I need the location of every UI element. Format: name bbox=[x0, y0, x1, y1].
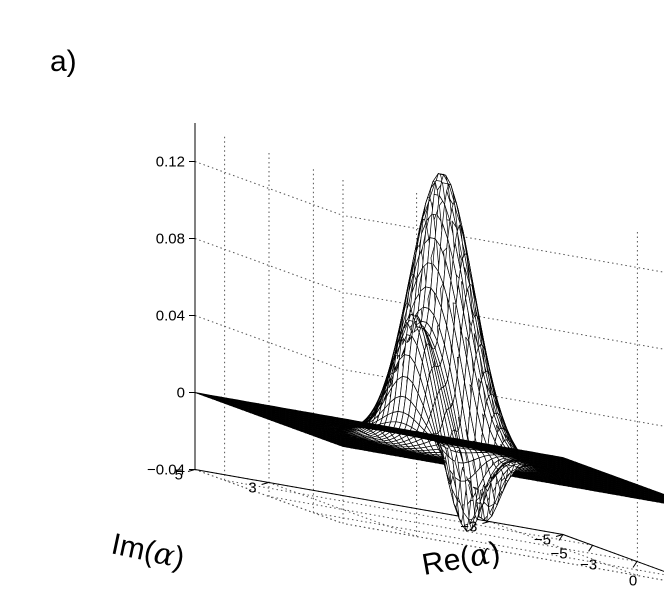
im-tick-label: 3 bbox=[248, 480, 256, 497]
grid-line bbox=[342, 215, 664, 273]
grid-line bbox=[194, 469, 344, 524]
re-axis-label: Re(α) bbox=[419, 535, 502, 583]
grid-line bbox=[342, 523, 664, 581]
grid-line bbox=[194, 238, 344, 293]
grid-line bbox=[342, 523, 664, 581]
re-tick-label: −5 bbox=[550, 546, 567, 563]
re-tick-label: 0 bbox=[629, 573, 637, 590]
grid-line bbox=[313, 512, 664, 576]
grid-line bbox=[194, 315, 344, 370]
grid-line bbox=[194, 161, 344, 216]
im-tick-mark bbox=[261, 482, 269, 485]
z-tick-label: 0.04 bbox=[156, 308, 185, 325]
z-tick-label: 0.12 bbox=[156, 154, 185, 171]
grid-line bbox=[268, 496, 638, 562]
grid-line bbox=[489, 521, 638, 576]
im-tick-label: −3 bbox=[460, 519, 477, 536]
im-axis-label: Im(α) bbox=[108, 527, 187, 577]
z-tick-label: 0 bbox=[177, 385, 185, 402]
im-tick-label: 5 bbox=[175, 467, 183, 484]
re-tick-label: −3 bbox=[580, 556, 597, 573]
im-axis-line bbox=[194, 469, 564, 535]
panel-label: a) bbox=[50, 45, 77, 78]
grid-line bbox=[268, 482, 417, 537]
re-tick-mark bbox=[632, 561, 638, 568]
im-tick-label: −5 bbox=[534, 532, 551, 549]
im-tick-mark bbox=[482, 521, 490, 524]
wigner-surface bbox=[194, 173, 664, 532]
re-tick-mark bbox=[588, 545, 594, 552]
grid-line bbox=[342, 292, 664, 350]
grid-line bbox=[224, 479, 593, 546]
re-axis-ticks: −5−3035 bbox=[550, 534, 638, 590]
z-tick-label: 0.08 bbox=[156, 231, 185, 248]
